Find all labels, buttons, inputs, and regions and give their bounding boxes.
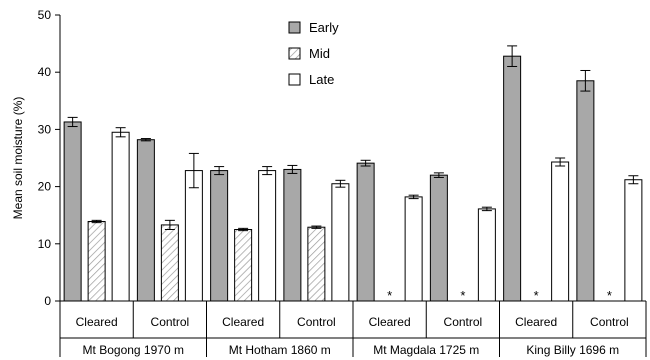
bar-early: [283, 168, 302, 302]
bar-late: [111, 131, 130, 302]
y-tick-label: 50: [38, 8, 52, 22]
category-labels: Cleared Control Mt Bogong 1970 m Cleared Con…: [76, 315, 629, 357]
y-tick-label: 40: [38, 65, 52, 79]
legend-swatch-mid: [288, 47, 301, 60]
bar-late: [551, 161, 570, 302]
missing-data-marker: *: [534, 288, 539, 303]
y-tick-label: 30: [38, 122, 52, 136]
bar-early: [356, 162, 375, 302]
bar-mid: [234, 229, 253, 302]
bars-layer: * * * *: [63, 45, 643, 303]
legend: Early Mid Late: [288, 20, 339, 87]
site-label: King Billy 1696 m: [526, 343, 619, 357]
treatment-label: Cleared: [76, 315, 118, 329]
y-tick-label: 10: [38, 237, 52, 251]
treatment-label: Cleared: [369, 315, 411, 329]
treatment-label: Control: [297, 315, 336, 329]
bar-mid: [87, 220, 106, 302]
treatment-label: Control: [151, 315, 190, 329]
bar-early: [503, 55, 522, 302]
legend-label-late: Late: [309, 72, 334, 87]
bar-late: [258, 170, 277, 302]
missing-data-marker: *: [460, 288, 465, 303]
bar-early: [210, 170, 229, 302]
bar-late: [331, 183, 350, 302]
bar-early: [576, 80, 595, 302]
treatment-label: Cleared: [515, 315, 557, 329]
bar-late: [184, 170, 203, 302]
treatment-label: Control: [444, 315, 483, 329]
missing-data-marker: *: [607, 288, 612, 303]
bar-late: [477, 208, 496, 302]
treatment-label: Control: [590, 315, 629, 329]
treatment-label: Cleared: [222, 315, 264, 329]
missing-data-marker: *: [387, 288, 392, 303]
site-label: Mt Bogong 1970 m: [83, 343, 184, 357]
legend-label-early: Early: [309, 20, 339, 35]
site-label: Mt Magdala 1725 m: [373, 343, 479, 357]
bar-early: [136, 139, 155, 302]
bar-late: [624, 179, 643, 302]
y-axis-label: Mean soil moisture (%): [11, 97, 25, 220]
bar-early: [63, 121, 82, 302]
bar-late: [404, 196, 423, 302]
bar-mid: [160, 224, 179, 302]
axes-layer: 0 10 20 30 40 50 Mean soil moisture (%): [11, 8, 647, 357]
legend-label-mid: Mid: [309, 46, 330, 61]
bar-early: [429, 174, 448, 302]
y-tick-label: 0: [44, 294, 51, 308]
site-label: Mt Hotham 1860 m: [229, 343, 331, 357]
legend-swatch-early: [288, 21, 301, 34]
legend-swatch-late: [288, 73, 301, 86]
y-tick-label: 20: [38, 180, 52, 194]
bar-mid: [307, 226, 326, 302]
